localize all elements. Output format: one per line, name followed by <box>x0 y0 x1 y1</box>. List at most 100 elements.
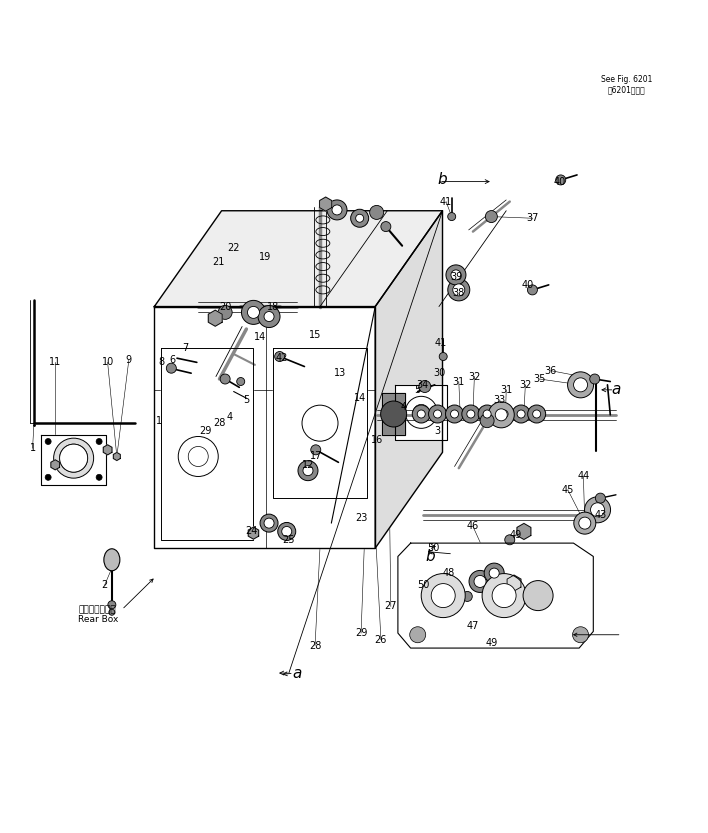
Text: リヤーボックス: リヤーボックス <box>79 606 117 614</box>
Circle shape <box>478 405 496 423</box>
Circle shape <box>428 405 447 423</box>
Circle shape <box>480 414 494 427</box>
Circle shape <box>282 526 292 536</box>
Circle shape <box>462 405 480 423</box>
Text: 50: 50 <box>427 543 440 553</box>
Text: 14: 14 <box>353 393 366 403</box>
Circle shape <box>495 405 513 423</box>
Circle shape <box>419 381 430 392</box>
Text: 3: 3 <box>435 426 440 436</box>
Text: 8: 8 <box>159 357 164 367</box>
Text: 41: 41 <box>434 338 447 348</box>
Polygon shape <box>517 523 531 540</box>
Text: 7: 7 <box>183 343 188 353</box>
Circle shape <box>59 444 88 472</box>
Text: 4: 4 <box>401 402 406 412</box>
Text: 39: 39 <box>450 272 462 282</box>
Text: 31: 31 <box>500 385 513 395</box>
Circle shape <box>327 200 347 220</box>
Circle shape <box>417 410 426 418</box>
Circle shape <box>445 405 464 423</box>
Circle shape <box>264 312 274 322</box>
Text: 48: 48 <box>442 568 455 578</box>
Circle shape <box>532 410 541 418</box>
Circle shape <box>486 211 497 222</box>
Circle shape <box>311 445 321 455</box>
Circle shape <box>236 377 245 386</box>
Circle shape <box>275 352 285 362</box>
Circle shape <box>579 517 590 529</box>
Circle shape <box>505 535 515 545</box>
Text: 21: 21 <box>212 257 224 267</box>
Text: 24: 24 <box>245 526 258 536</box>
Circle shape <box>96 438 102 445</box>
Text: 18: 18 <box>266 302 279 312</box>
Circle shape <box>484 563 504 583</box>
Text: 50: 50 <box>417 580 430 590</box>
Polygon shape <box>319 197 332 211</box>
Circle shape <box>453 284 464 296</box>
Text: 6: 6 <box>170 355 176 365</box>
Text: 46: 46 <box>467 521 479 531</box>
Circle shape <box>431 584 455 607</box>
Text: 23: 23 <box>355 513 367 523</box>
Text: 31: 31 <box>452 377 465 387</box>
Text: 2: 2 <box>102 580 108 590</box>
Circle shape <box>590 374 600 384</box>
Text: 26: 26 <box>375 635 387 645</box>
Circle shape <box>381 222 391 232</box>
Text: 5: 5 <box>415 385 421 395</box>
Text: See Fig. 6201: See Fig. 6201 <box>601 76 652 84</box>
Circle shape <box>108 601 116 609</box>
Text: 5: 5 <box>244 395 249 405</box>
Circle shape <box>517 410 525 418</box>
Polygon shape <box>398 543 593 648</box>
Text: 49: 49 <box>485 638 498 648</box>
Circle shape <box>585 496 610 523</box>
Text: 35: 35 <box>533 374 546 384</box>
Circle shape <box>355 214 364 222</box>
Circle shape <box>482 574 526 617</box>
Text: 19: 19 <box>259 252 272 262</box>
Circle shape <box>54 438 93 478</box>
Circle shape <box>450 410 459 418</box>
Polygon shape <box>208 310 222 327</box>
Circle shape <box>220 374 230 384</box>
Text: 38: 38 <box>452 288 465 298</box>
Text: 33: 33 <box>493 395 506 405</box>
Text: 45: 45 <box>561 485 574 495</box>
Circle shape <box>421 574 465 617</box>
Text: 17: 17 <box>309 451 322 461</box>
Circle shape <box>264 518 274 528</box>
Text: 12: 12 <box>302 460 314 470</box>
Text: 36: 36 <box>544 366 557 376</box>
Circle shape <box>595 493 605 503</box>
Circle shape <box>573 626 588 643</box>
Circle shape <box>258 306 280 327</box>
Circle shape <box>260 514 278 532</box>
Circle shape <box>412 405 430 423</box>
Text: 1: 1 <box>30 443 35 453</box>
Circle shape <box>523 581 553 611</box>
Circle shape <box>446 265 466 285</box>
Circle shape <box>527 285 537 295</box>
Circle shape <box>590 503 605 516</box>
Text: 16: 16 <box>370 435 383 445</box>
Polygon shape <box>41 435 106 485</box>
Circle shape <box>278 522 296 541</box>
Text: a: a <box>611 382 621 397</box>
Text: 37: 37 <box>526 213 539 223</box>
Text: 32: 32 <box>468 372 481 382</box>
Text: 図6201図参照: 図6201図参照 <box>607 86 646 94</box>
Text: 43: 43 <box>594 510 607 520</box>
Text: b: b <box>426 549 435 564</box>
Polygon shape <box>507 575 521 591</box>
Text: 15: 15 <box>309 330 321 340</box>
Text: Rear Box: Rear Box <box>77 616 118 624</box>
Circle shape <box>489 568 499 578</box>
Circle shape <box>447 279 470 301</box>
Circle shape <box>218 306 232 319</box>
Text: 11: 11 <box>49 357 62 367</box>
Polygon shape <box>113 452 120 461</box>
Circle shape <box>298 461 318 481</box>
